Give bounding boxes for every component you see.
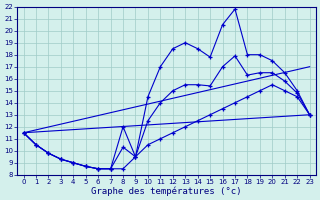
X-axis label: Graphe des températures (°c): Graphe des températures (°c) xyxy=(91,186,242,196)
